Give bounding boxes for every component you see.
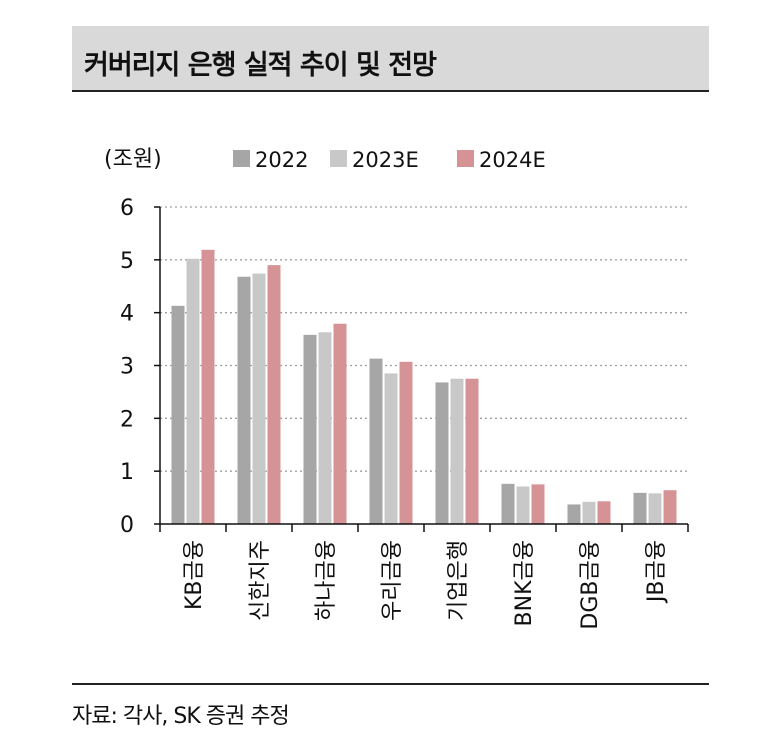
category-label: BNK금융 [512, 540, 537, 626]
bar [267, 265, 281, 524]
bar [384, 373, 398, 524]
y-tick-label: 1 [120, 460, 134, 485]
bar [450, 378, 464, 524]
y-tick-label: 2 [120, 407, 134, 432]
bar [648, 493, 662, 524]
category-label: DGB금융 [578, 540, 603, 630]
legend-swatch [233, 150, 250, 167]
title-bar: 커버리지 은행 실적 추이 및 전망 [72, 26, 709, 92]
source-note: 자료: 각사, SK 증권 추정 [72, 704, 290, 729]
category-label: 기업은행 [446, 540, 471, 621]
category-label: 신한지주 [248, 540, 273, 621]
category-label: 하나금융 [314, 540, 339, 621]
legend-swatch [457, 150, 474, 167]
bar [303, 334, 317, 524]
bar [531, 484, 545, 524]
bar [435, 382, 449, 524]
bar [333, 323, 347, 524]
y-tick-label: 3 [120, 355, 134, 380]
legend-label: 2022 [255, 148, 308, 172]
bar [663, 490, 677, 524]
legend-label: 2023E [352, 148, 419, 172]
bar [567, 504, 581, 524]
legend-swatch [330, 150, 347, 167]
y-tick-label: 0 [120, 513, 134, 538]
bar [582, 501, 596, 524]
bar [633, 492, 647, 524]
bar [501, 483, 515, 524]
chart-title: 커버리지 은행 실적 추이 및 전망 [84, 50, 437, 81]
y-tick-label: 6 [120, 196, 134, 221]
y-tick-label: 4 [120, 302, 134, 327]
category-label: 우리금융 [380, 540, 405, 621]
bar [516, 486, 530, 524]
bar [465, 378, 479, 524]
y-tick-label: 5 [120, 249, 134, 274]
unit-label: (조원) [104, 147, 162, 172]
bar [369, 358, 383, 524]
bar [597, 501, 611, 524]
category-label: JB금융 [644, 540, 669, 604]
bar [399, 361, 413, 524]
bar-chart: 0 1 2 3 4 5 6 KB금융 신한지주 하나금융 우리금융 기업은행 BNK금융 DGB금융 JB금… [104, 147, 689, 630]
bar [201, 249, 215, 525]
bottom-divider [72, 683, 709, 685]
bar [186, 258, 200, 524]
bar [252, 273, 266, 524]
legend-label: 2024E [479, 148, 546, 172]
bar [237, 276, 251, 524]
bar [171, 305, 185, 524]
bar [318, 332, 332, 524]
category-label: KB금융 [182, 540, 207, 610]
